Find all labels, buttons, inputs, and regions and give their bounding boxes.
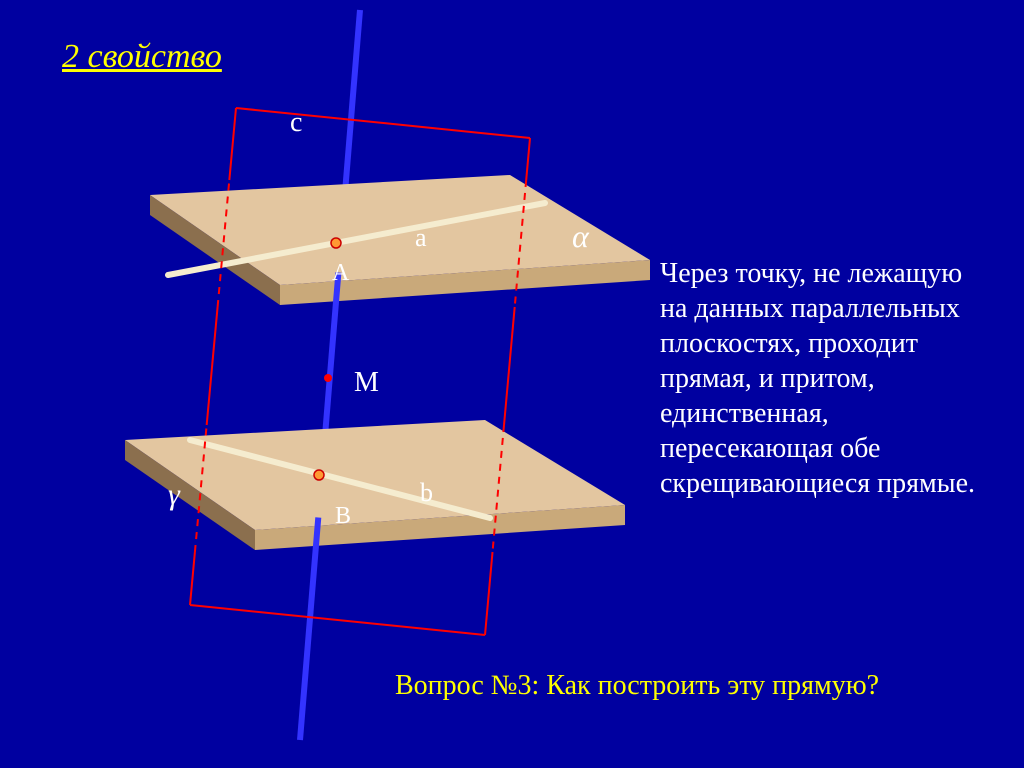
theorem-text: Через точку, не лежащую на данных паралл… <box>660 256 990 501</box>
label-b: b <box>420 478 433 508</box>
label-B: B <box>335 503 351 530</box>
label-a: a <box>415 223 427 253</box>
label-M: M <box>354 367 379 399</box>
label-gamma: γ <box>168 478 180 512</box>
label-A: A <box>332 260 349 287</box>
label-c: c <box>290 107 302 139</box>
label-alpha: α <box>572 218 589 255</box>
question-text: Вопрос №3: Как построить эту прямую? <box>395 668 945 703</box>
slide-title: 2 свойство <box>62 38 222 76</box>
